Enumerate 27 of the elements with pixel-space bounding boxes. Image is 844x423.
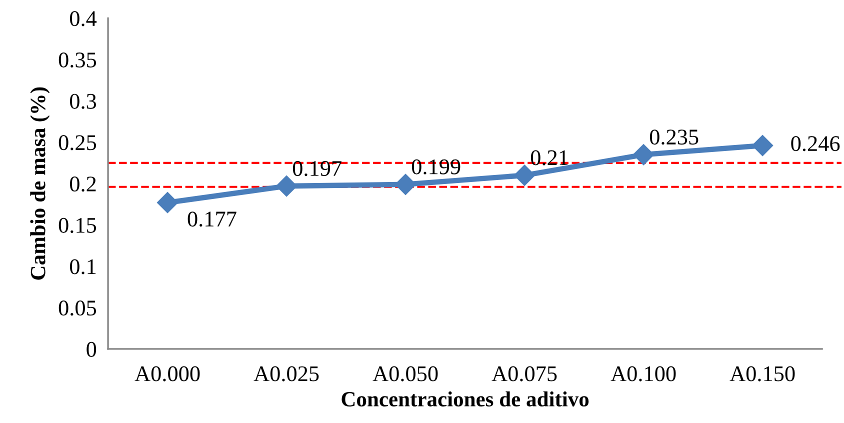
point <box>633 144 654 166</box>
data-label: 0.246 <box>791 136 840 152</box>
x-tick-label: A0.000 <box>134 366 200 382</box>
x-axis-title: Concentraciones de aditivo <box>342 391 589 406</box>
data-label: 0.21 <box>530 150 568 166</box>
y-tick-label: 0.4 <box>70 11 97 26</box>
point <box>157 192 178 214</box>
data-label: 0.177 <box>188 212 236 227</box>
y-tick-label: 0.1 <box>70 259 96 274</box>
x-tick-label: A0.025 <box>254 366 319 382</box>
y-tick-label: 0.15 <box>58 218 96 233</box>
point <box>752 135 774 156</box>
x-tick-label: A0.150 <box>730 366 795 382</box>
x-tick-label: A0.050 <box>372 366 438 382</box>
y-axis-title: Cambio de masa (%) <box>30 87 50 280</box>
y-tick-label: 0.2 <box>70 176 96 192</box>
x-tick-label: A0.100 <box>610 366 676 382</box>
x-tick-label: A0.075 <box>492 366 557 382</box>
point <box>514 164 536 186</box>
point <box>395 174 416 195</box>
y-tick-label: 0.25 <box>58 135 96 150</box>
data-label: 0.235 <box>650 130 698 145</box>
y-tick-label: 0.35 <box>58 52 96 68</box>
y-tick-label: 0.05 <box>58 300 96 316</box>
data-label: 0.197 <box>292 160 342 176</box>
y-tick-label: 0 <box>86 342 96 357</box>
y-tick-label: 0.3 <box>70 94 96 109</box>
